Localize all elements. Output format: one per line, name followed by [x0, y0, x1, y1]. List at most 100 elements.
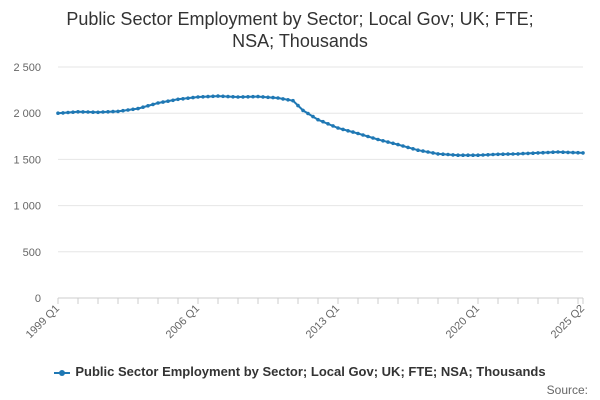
data-point[interactable]	[66, 110, 70, 115]
data-point[interactable]	[351, 130, 355, 134]
data-point[interactable]	[331, 124, 335, 128]
data-point[interactable]	[126, 108, 130, 112]
data-point[interactable]	[201, 95, 205, 99]
data-point[interactable]	[56, 111, 60, 115]
data-point[interactable]	[391, 141, 395, 146]
data-point[interactable]	[61, 111, 65, 115]
data-point[interactable]	[266, 95, 270, 100]
data-point[interactable]	[336, 126, 340, 130]
data-point[interactable]	[476, 153, 480, 157]
data-point[interactable]	[211, 94, 215, 99]
data-point[interactable]	[251, 94, 255, 99]
data-point[interactable]	[191, 95, 195, 100]
data-point[interactable]	[386, 140, 390, 144]
data-point[interactable]	[236, 95, 240, 99]
data-point[interactable]	[186, 96, 190, 100]
data-point[interactable]	[366, 134, 370, 139]
data-point[interactable]	[246, 95, 250, 99]
data-point[interactable]	[216, 94, 220, 98]
data-point[interactable]	[541, 150, 545, 155]
data-point[interactable]	[171, 98, 175, 103]
data-point[interactable]	[536, 151, 540, 155]
data-point[interactable]	[361, 133, 365, 137]
data-point[interactable]	[121, 108, 125, 113]
data-point[interactable]	[291, 98, 295, 103]
data-point[interactable]	[411, 147, 415, 151]
data-point[interactable]	[481, 153, 485, 157]
data-point[interactable]	[221, 94, 225, 99]
data-point[interactable]	[406, 145, 410, 150]
data-point[interactable]	[491, 152, 495, 157]
legend[interactable]: Public Sector Employment by Sector; Loca…	[0, 364, 600, 379]
data-point[interactable]	[161, 100, 165, 104]
data-point[interactable]	[326, 122, 330, 126]
data-point[interactable]	[421, 149, 425, 153]
data-point[interactable]	[356, 131, 360, 136]
data-point[interactable]	[156, 101, 160, 105]
data-point[interactable]	[271, 95, 275, 100]
data-point[interactable]	[471, 153, 475, 157]
data-point[interactable]	[276, 96, 280, 100]
data-point[interactable]	[506, 152, 510, 156]
data-point[interactable]	[306, 111, 310, 116]
data-point[interactable]	[511, 152, 515, 156]
data-point[interactable]	[311, 114, 315, 119]
data-point[interactable]	[151, 102, 155, 107]
data-point[interactable]	[371, 136, 375, 140]
data-point[interactable]	[76, 110, 80, 114]
data-point[interactable]	[531, 151, 535, 155]
data-point[interactable]	[176, 97, 180, 102]
data-point[interactable]	[486, 153, 490, 157]
data-point[interactable]	[501, 152, 505, 156]
data-point[interactable]	[321, 119, 325, 124]
data-point[interactable]	[526, 151, 530, 156]
data-point[interactable]	[301, 108, 305, 113]
data-point[interactable]	[441, 152, 445, 156]
data-point[interactable]	[466, 153, 470, 157]
data-point[interactable]	[346, 129, 350, 133]
data-point[interactable]	[71, 110, 75, 114]
data-point[interactable]	[91, 110, 95, 114]
data-point[interactable]	[241, 95, 245, 99]
data-point[interactable]	[396, 142, 400, 147]
data-point[interactable]	[451, 153, 455, 157]
data-point[interactable]	[226, 94, 230, 99]
data-point[interactable]	[261, 95, 265, 99]
data-point[interactable]	[136, 106, 140, 111]
data-point[interactable]	[101, 110, 105, 114]
data-point[interactable]	[116, 109, 120, 114]
data-point[interactable]	[581, 151, 585, 155]
data-point[interactable]	[281, 97, 285, 101]
data-point[interactable]	[316, 117, 320, 122]
data-point[interactable]	[496, 152, 500, 157]
data-point[interactable]	[551, 150, 555, 154]
data-point[interactable]	[516, 152, 520, 156]
data-point[interactable]	[461, 153, 465, 157]
data-point[interactable]	[446, 152, 450, 157]
data-point[interactable]	[341, 127, 345, 132]
data-point[interactable]	[571, 150, 575, 155]
data-point[interactable]	[456, 153, 460, 157]
data-point[interactable]	[106, 110, 110, 114]
data-point[interactable]	[576, 150, 580, 155]
data-point[interactable]	[206, 94, 210, 99]
data-point[interactable]	[196, 95, 200, 99]
data-point[interactable]	[231, 95, 235, 99]
data-point[interactable]	[381, 139, 385, 143]
data-point[interactable]	[521, 151, 525, 156]
data-point[interactable]	[146, 104, 150, 108]
data-point[interactable]	[431, 151, 435, 155]
data-point[interactable]	[286, 98, 290, 102]
data-point[interactable]	[401, 144, 405, 148]
data-point[interactable]	[166, 99, 170, 103]
data-point[interactable]	[376, 137, 380, 142]
data-point[interactable]	[556, 150, 560, 154]
data-point[interactable]	[141, 105, 145, 109]
data-point[interactable]	[561, 150, 565, 154]
data-point[interactable]	[111, 109, 115, 114]
data-point[interactable]	[131, 107, 135, 112]
data-point[interactable]	[416, 148, 420, 152]
data-point[interactable]	[296, 103, 300, 108]
data-point[interactable]	[96, 110, 100, 115]
data-point[interactable]	[86, 110, 90, 114]
